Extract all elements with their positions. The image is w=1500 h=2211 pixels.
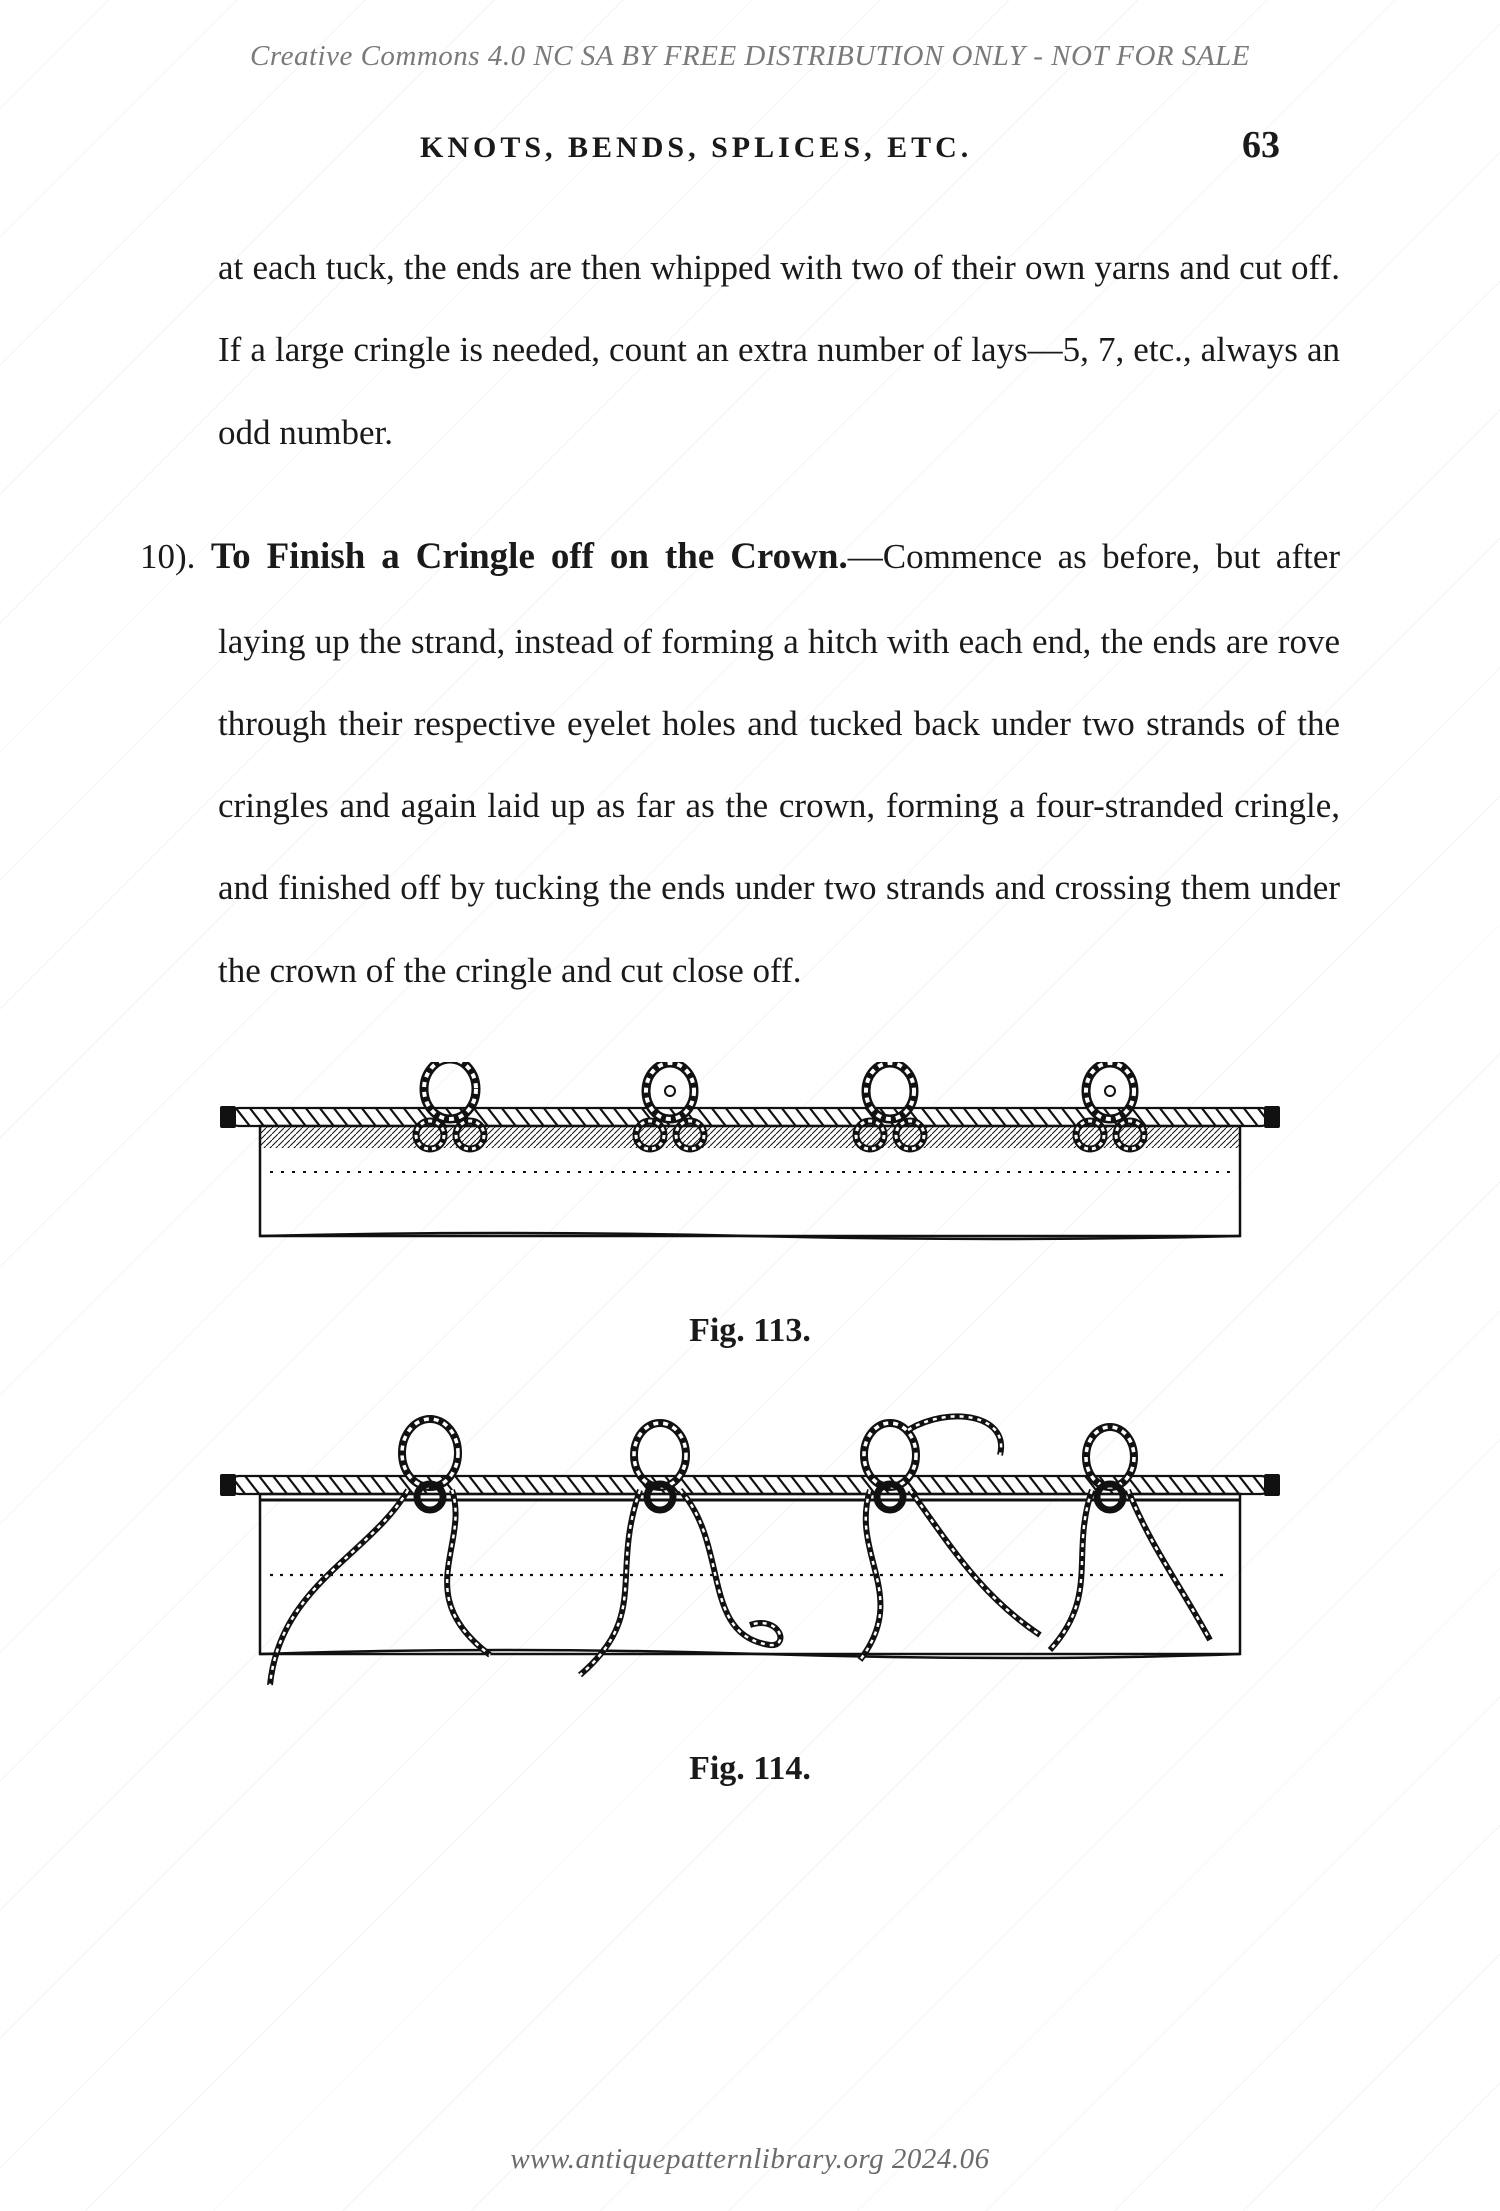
running-title: KNOTS, BENDS, SPLICES, ETC. bbox=[420, 131, 972, 165]
section-dash: — bbox=[848, 537, 883, 576]
section-title: To Finish a Cringle off on the Crown. bbox=[211, 536, 848, 577]
running-head: KNOTS, BENDS, SPLICES, ETC. 63 bbox=[200, 123, 1300, 167]
section-10: 10). To Finish a Cringle off on the Crow… bbox=[140, 514, 1340, 1012]
figure-114: Fig. 114. bbox=[140, 1400, 1360, 1788]
fig-113-illustration bbox=[200, 1062, 1300, 1292]
section-number: 10). bbox=[140, 537, 211, 576]
section-body: Commence as before, but after laying up … bbox=[218, 537, 1340, 990]
page-number: 63 bbox=[1242, 123, 1280, 167]
figure-113: Fig. 113. bbox=[140, 1062, 1360, 1350]
paragraph-continuation: at each tuck, the ends are then whipped … bbox=[218, 227, 1340, 474]
fig-114-caption: Fig. 114. bbox=[140, 1750, 1360, 1788]
source-watermark-bottom: www.antiquepatternlibrary.org 2024.06 bbox=[0, 2143, 1500, 2176]
fig-113-caption: Fig. 113. bbox=[140, 1312, 1360, 1350]
fig-114-illustration bbox=[200, 1400, 1300, 1730]
license-watermark-top: Creative Commons 4.0 NC SA BY FREE DISTR… bbox=[140, 40, 1360, 73]
